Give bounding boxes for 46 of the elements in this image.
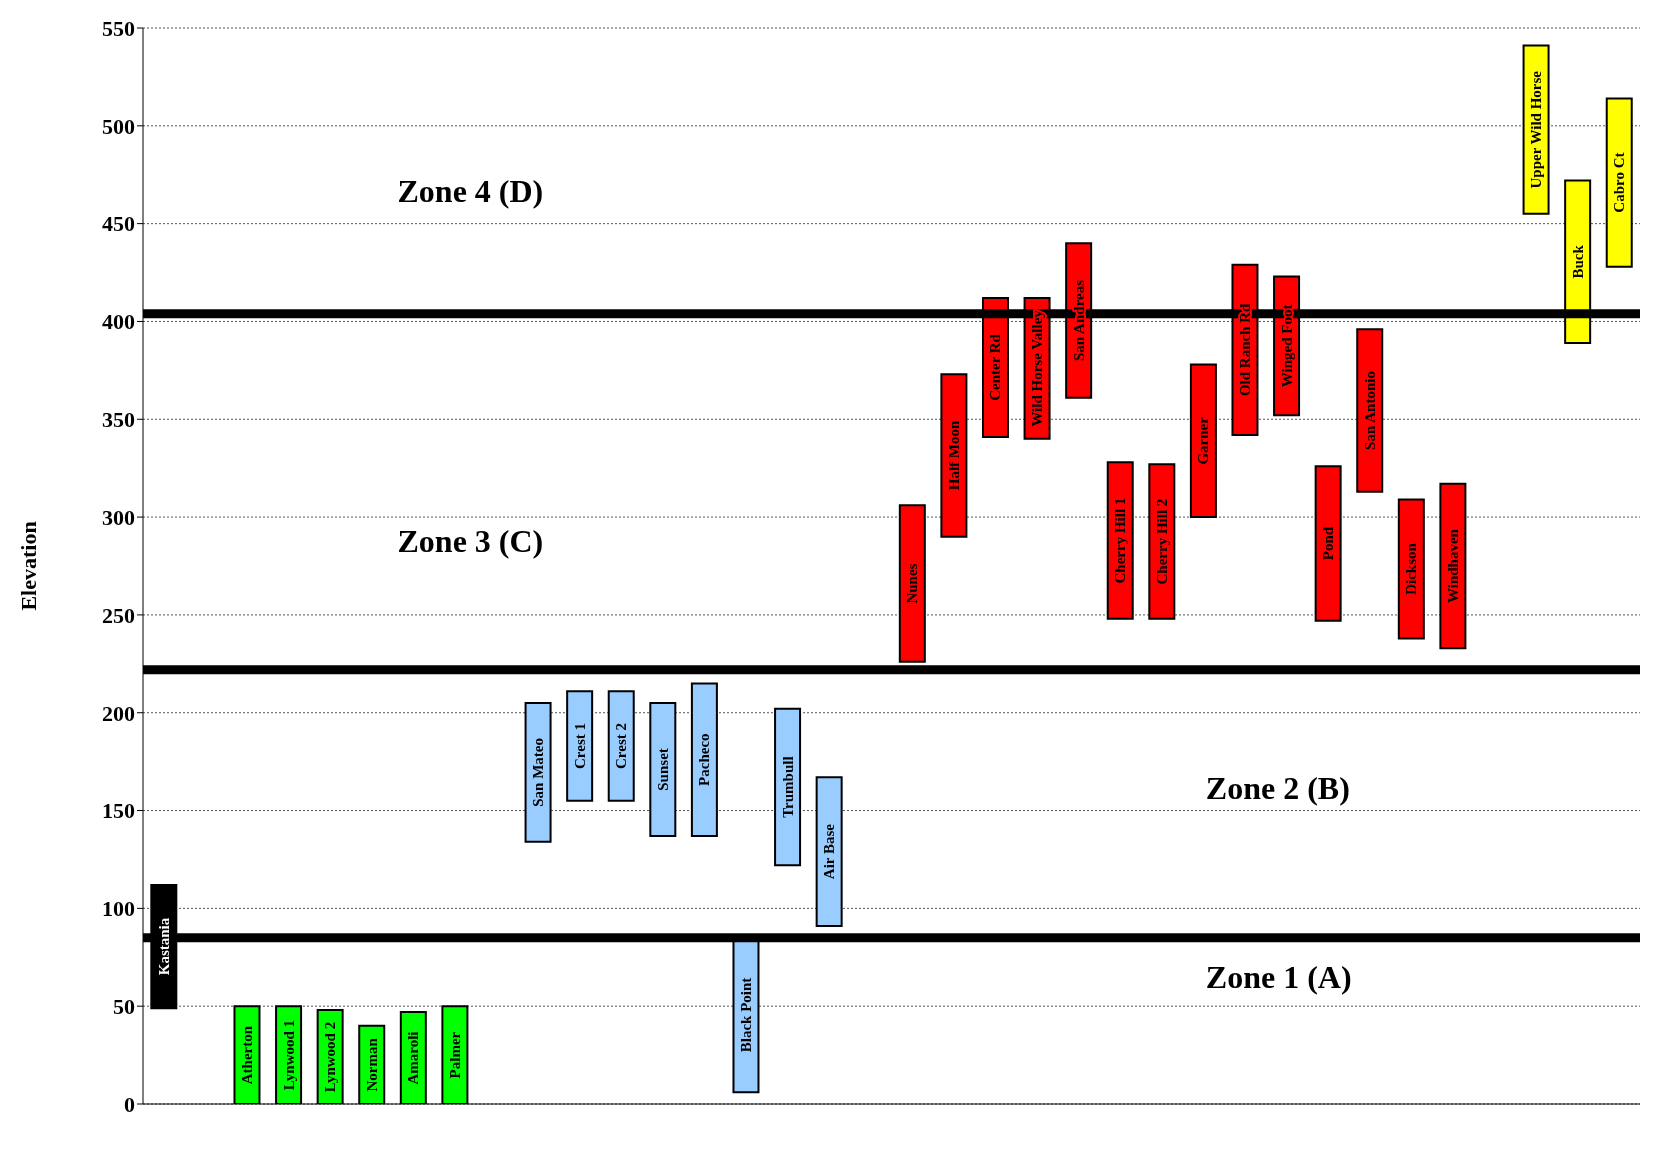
x-tick-label: Lynwood 2 <box>322 1021 339 1093</box>
y-axis-title: Elevation <box>15 521 41 611</box>
x-tick-label: Cherry Hill 1 <box>1112 497 1129 584</box>
x-tick-label: Cherry Hill 2 <box>1153 498 1170 585</box>
x-tick-label: Nunes <box>904 563 921 604</box>
x-tick-label: San Mateo <box>530 738 547 807</box>
annotation: Zone 3 (C) <box>397 522 544 560</box>
x-tick-label: Trumbull <box>779 756 796 818</box>
y-tick-label: 150 <box>102 798 135 824</box>
annotation: Zone 4 (D) <box>397 173 544 211</box>
x-tick-label: Wild Horse Valley <box>1029 309 1046 427</box>
x-tick-label: Half Moon <box>945 420 962 491</box>
x-tick-label: Palmer <box>446 1031 463 1079</box>
y-tick-label: 550 <box>102 15 135 41</box>
x-tick-label: Atherton <box>238 1025 255 1085</box>
x-tick-label: Center Rd <box>987 333 1004 401</box>
x-tick-label: Black Point <box>737 977 754 1053</box>
x-tick-label: Upper Wild Horse <box>1528 70 1545 189</box>
x-tick-label: Dickson <box>1403 542 1420 595</box>
x-tick-label: Crest 1 <box>571 723 588 769</box>
x-tick-label: Garner <box>1195 416 1212 465</box>
x-tick-label: Lynwood 1 <box>280 1019 297 1091</box>
x-tick-label: Pacheco <box>696 733 713 786</box>
x-tick-label: Crest 2 <box>613 723 630 769</box>
y-tick-label: 0 <box>124 1091 135 1117</box>
x-tick-label: Cabro Ct <box>1611 152 1628 213</box>
y-tick-label: 50 <box>113 993 135 1019</box>
y-tick-label: 500 <box>102 113 135 139</box>
x-tick-label: Windhaven <box>1444 528 1461 603</box>
y-tick-label: 450 <box>102 211 135 237</box>
x-tick-label: Buck <box>1569 244 1586 279</box>
x-tick-label: Norman <box>363 1037 380 1092</box>
x-tick-label: Kastania <box>155 917 172 976</box>
y-tick-label: 400 <box>102 309 135 335</box>
y-tick-label: 250 <box>102 602 135 628</box>
y-tick-label: 300 <box>102 504 135 530</box>
x-tick-label: Sunset <box>654 748 671 791</box>
y-tick-label: 100 <box>102 896 135 922</box>
x-tick-label: Air Base <box>821 823 838 880</box>
x-tick-label: San Antonio <box>1361 371 1378 450</box>
annotation: Zone 1 (A) <box>1205 958 1352 996</box>
annotation: Zone 2 (B) <box>1205 770 1350 808</box>
x-tick-label: Amaroli <box>405 1031 422 1085</box>
y-tick-label: 200 <box>102 700 135 726</box>
y-tick-label: 350 <box>102 407 135 433</box>
x-tick-label: Pond <box>1320 526 1337 561</box>
